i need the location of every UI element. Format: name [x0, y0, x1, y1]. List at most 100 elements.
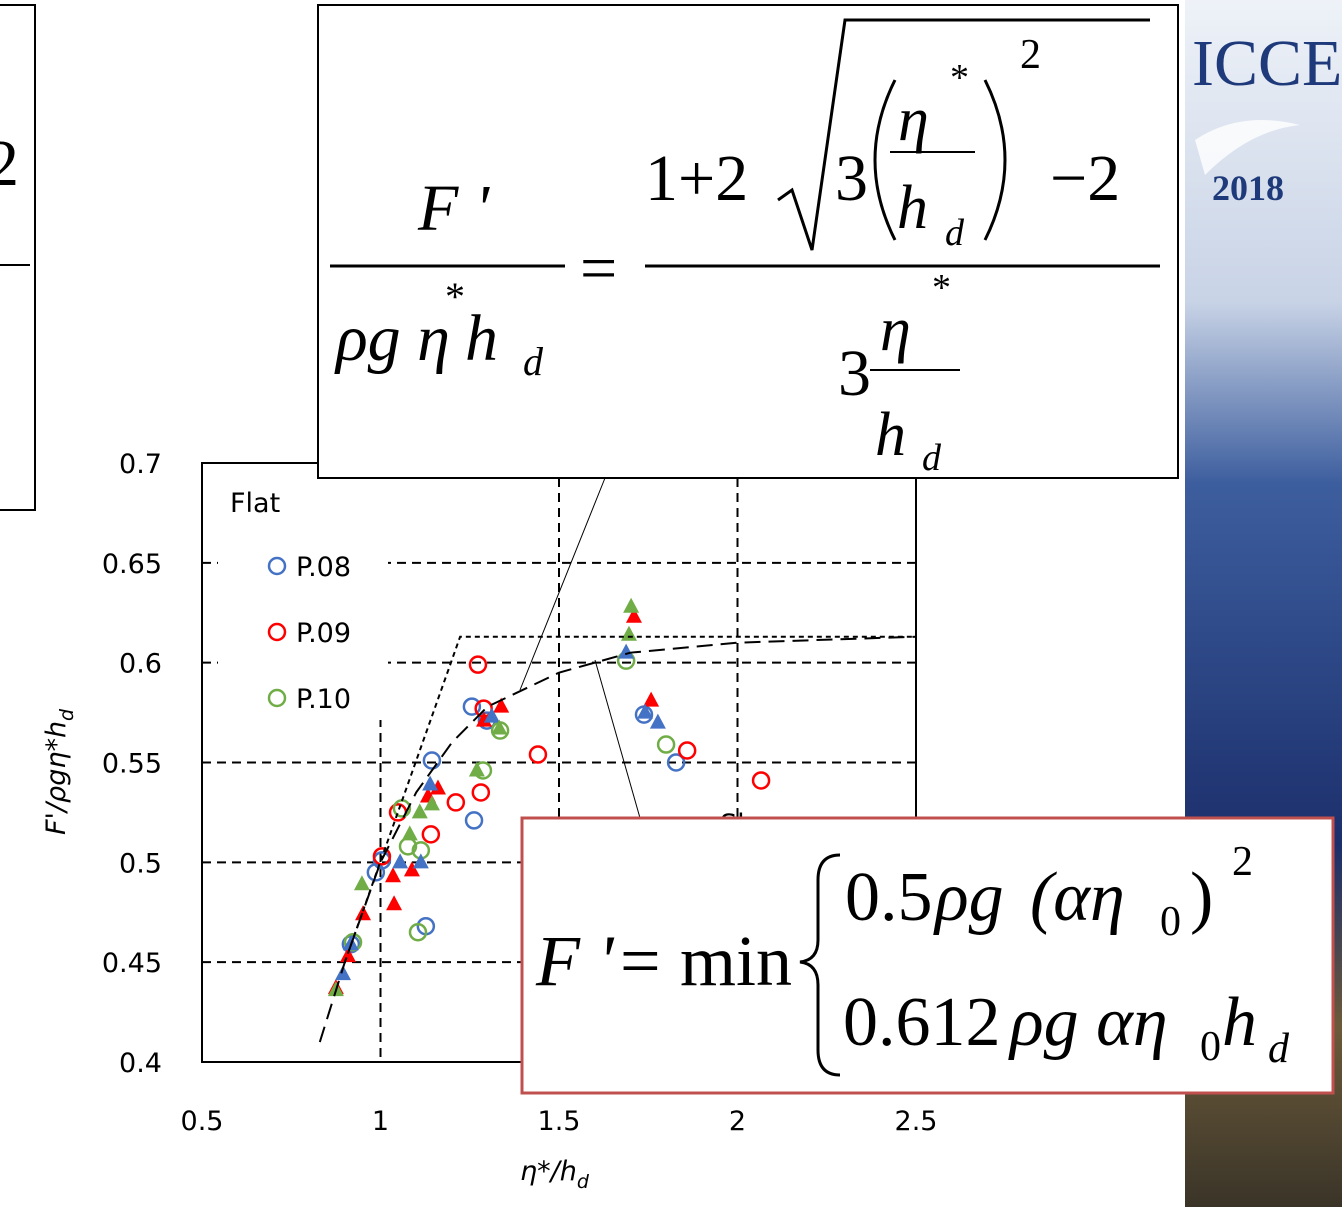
formula-text: = [620, 921, 661, 1001]
data-point [666, 753, 686, 772]
legend-marker [267, 688, 287, 708]
formula-text: ρg [933, 859, 1004, 936]
formula-text: h [875, 401, 906, 469]
data-point [422, 775, 439, 791]
data-point [408, 922, 428, 942]
paren [873, 79, 897, 241]
formula-text: min [680, 921, 792, 1001]
data-point [429, 779, 446, 795]
y-tick-label: 0.55 [102, 749, 162, 780]
x-axis-label-text: η*/h [520, 1156, 577, 1187]
data-point [677, 741, 697, 760]
data-point [388, 803, 408, 822]
data-point [491, 719, 508, 735]
data-point [751, 771, 771, 790]
formula-text: 0.5 [845, 859, 933, 936]
formula-text: (αη [1030, 859, 1125, 936]
data-point [401, 825, 418, 841]
model-line [318, 635, 917, 1043]
data-point [340, 947, 357, 963]
data-point [620, 625, 637, 641]
data-point [343, 932, 363, 952]
formula-text: η [898, 86, 929, 154]
legend-label: P.08 [296, 552, 351, 583]
data-point [423, 795, 440, 811]
y-tick-label: 0.45 [102, 948, 162, 979]
data-point [462, 697, 482, 716]
data-point [656, 735, 676, 754]
formula-top: F ' ρg η * h d = 1+2 3 η * h d 2 −2 3 η … [317, 4, 1179, 479]
callout-line [519, 477, 606, 691]
data-point [625, 607, 642, 623]
y-tick-label: 0.7 [119, 449, 162, 480]
y-axis-label: F'/ρgη*hd [41, 708, 78, 835]
paren [983, 79, 1007, 241]
formula-text: 0 [1160, 899, 1181, 945]
formula-text: 3 [838, 337, 871, 410]
formula-text: ρg αη [1008, 984, 1168, 1061]
formula-text: d [922, 437, 942, 479]
x-tick-label: 1.5 [538, 1106, 581, 1137]
fragment-text: 2 [0, 127, 19, 200]
legend-marker [267, 622, 287, 642]
formula-text: * [445, 274, 465, 319]
data-point [476, 711, 493, 727]
data-point [412, 853, 429, 869]
legend-label: P.09 [296, 618, 351, 649]
data-point [403, 861, 420, 877]
y-tick-label: 0.65 [102, 549, 162, 580]
legend-label: P.10 [296, 684, 351, 715]
data-point [471, 783, 491, 802]
data-point [421, 825, 441, 844]
data-point [372, 847, 392, 866]
callout-lines [519, 477, 641, 819]
x-tick-label: 1 [372, 1106, 389, 1137]
formula-text: * [932, 267, 951, 309]
x-axis-label: η*/hd [520, 1156, 590, 1193]
formula-text: 2 [1232, 839, 1253, 885]
formula-text: d [1268, 1026, 1290, 1072]
data-point [384, 867, 401, 883]
model-line [343, 635, 916, 963]
legend-marker [267, 556, 287, 576]
x-axis-label-sub: d [577, 1171, 590, 1193]
brace [799, 853, 841, 1077]
y-tick-label: 0.6 [119, 649, 162, 680]
formula-text: * [950, 57, 969, 99]
left-fragment: 2 [0, 4, 36, 511]
data-point [468, 655, 488, 674]
formula-text: = [580, 232, 617, 305]
formula-text: 0.612 [843, 984, 1001, 1061]
y-axis-label-sub: d [56, 708, 78, 721]
formula-text: F ' [417, 172, 491, 245]
data-point [386, 895, 403, 911]
formula-bottom: F ' = min 0.5 ρg (αη 0 ) 2 0.612 ρg αη 0… [520, 816, 1335, 1095]
data-point [392, 853, 409, 869]
chart: 0.40.450.50.550.60.650.70.5 1 1.5 2 2.5η*/hd… [41, 449, 937, 1193]
x-tick-label: 2 [729, 1106, 746, 1137]
data-point [649, 713, 666, 729]
data-point [464, 811, 484, 830]
formula-text: 3 [835, 142, 868, 215]
data-point [446, 793, 466, 812]
formula-box [317, 4, 1179, 479]
sqrt-sign [777, 18, 1150, 251]
y-axis-label-text: F'/ρgη*h [41, 721, 72, 835]
formula-text: η [880, 296, 911, 364]
formula-text: ) [1190, 859, 1213, 936]
data-point [637, 703, 654, 719]
x-tick-label: 2.5 [895, 1106, 938, 1137]
data-point [353, 875, 370, 891]
formula-box [520, 816, 1335, 1095]
data-point [623, 597, 640, 613]
data-point [483, 707, 500, 723]
callout-line [594, 659, 641, 819]
data-point [643, 691, 660, 707]
data-point [411, 803, 428, 819]
formula-text: d [945, 212, 965, 254]
data-point [335, 965, 352, 981]
formula-text: F ' [535, 921, 615, 1001]
legend-title: Flat [230, 488, 280, 519]
formula-text: 1+2 [645, 142, 748, 215]
formula-text: h [897, 174, 928, 242]
